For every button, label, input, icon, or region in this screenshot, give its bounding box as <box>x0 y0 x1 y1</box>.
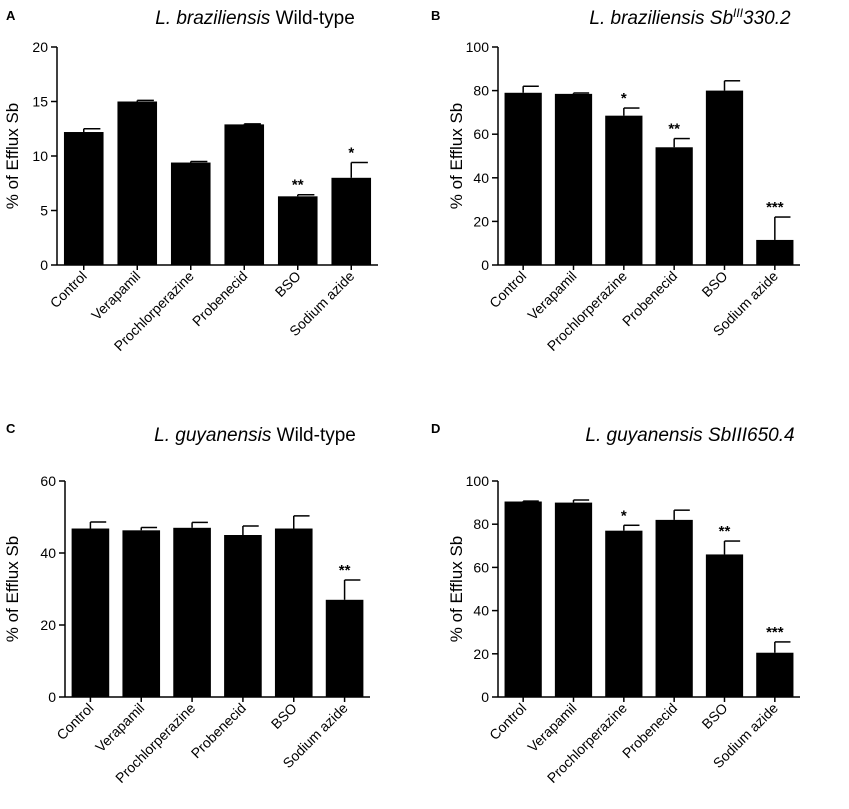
y-tick-label: 60 <box>473 559 489 575</box>
bar <box>63 132 104 265</box>
y-tick-label: 15 <box>32 94 48 110</box>
chart-title-part: 330.2 <box>743 8 791 29</box>
y-tick-label: 100 <box>466 473 490 489</box>
y-axis-label: % of Efflux Sb <box>447 536 466 642</box>
y-tick-label: 60 <box>40 473 56 489</box>
chart-title-part: L. braziliensis <box>589 8 705 29</box>
y-tick-label: 80 <box>473 516 489 532</box>
x-tick-label: Control <box>486 268 529 311</box>
x-tick-label: BSO <box>698 268 730 300</box>
y-axis-label: % of Efflux Sb <box>3 536 22 642</box>
chart-title: L. guyanensis SbIII650.4 <box>585 425 794 446</box>
bar <box>224 124 265 265</box>
bar <box>170 162 211 265</box>
bar <box>122 530 161 697</box>
y-tick-label: 20 <box>32 39 48 55</box>
x-tick-label: Probenecid <box>188 700 249 761</box>
bar <box>705 90 744 265</box>
significance-label: *** <box>766 199 784 216</box>
bar <box>756 239 794 265</box>
x-tick-label: Probenecid <box>189 268 250 329</box>
significance-label: *** <box>766 624 784 641</box>
chart-title: L. guyanensis Wild-type <box>154 425 356 446</box>
panel-b: B L. braziliensis SbIII330.2 0 20 40 60 80 100%… <box>431 6 800 354</box>
chart-title-part: Wild-type <box>270 8 354 29</box>
chart-title-part: SbIII650.4 <box>703 425 795 446</box>
y-tick-label: 0 <box>481 257 489 273</box>
x-tick-label: Probenecid <box>619 700 680 761</box>
bar <box>277 196 318 265</box>
y-tick-label: 10 <box>32 148 48 164</box>
bar <box>605 115 643 265</box>
y-tick-label: 0 <box>481 689 489 705</box>
bar <box>756 652 794 697</box>
chart-title: L. braziliensis Wild-type <box>155 8 355 29</box>
chart-title: L. braziliensis SbIII330.2 <box>589 6 791 29</box>
y-tick-label: 20 <box>40 617 56 633</box>
y-tick-label: 100 <box>466 39 490 55</box>
x-tick-label: BSO <box>698 700 730 732</box>
x-tick-label: Control <box>47 268 90 311</box>
y-tick-label: 80 <box>473 83 489 99</box>
y-tick-label: 40 <box>473 170 489 186</box>
panel-letter: A <box>6 8 16 23</box>
significance-label: ** <box>719 523 731 540</box>
significance-label: ** <box>339 562 351 579</box>
x-tick-label: Verapamil <box>88 268 143 323</box>
bar <box>705 554 744 697</box>
bar <box>224 535 262 697</box>
chart-title-part: III <box>733 6 744 20</box>
y-tick-label: 20 <box>473 646 489 662</box>
chart-title-part: L. braziliensis <box>155 8 271 29</box>
panel-letter: D <box>431 421 440 436</box>
bar <box>554 93 593 266</box>
panel-d: D L. guyanensis SbIII650.4 0 20 40 60 80 100 % o… <box>431 421 800 786</box>
panel-letter: C <box>6 421 16 436</box>
significance-label: * <box>348 145 354 162</box>
bar <box>504 92 542 265</box>
y-tick-label: 60 <box>473 126 489 142</box>
bar <box>655 147 693 265</box>
bar <box>331 177 372 265</box>
bar <box>117 101 158 265</box>
bar <box>554 502 593 697</box>
y-tick-label: 0 <box>48 689 56 705</box>
x-tick-label: Control <box>53 700 96 743</box>
bar <box>504 501 542 697</box>
bar <box>655 519 693 697</box>
panel-a: A L. braziliensis Wild-type 0 5 10 15 20 % of E… <box>3 8 378 354</box>
x-tick-label: Probenecid <box>619 268 680 329</box>
y-tick-label: 0 <box>40 257 48 273</box>
y-tick-label: 20 <box>473 213 489 229</box>
chart-title-part: L. guyanensis <box>154 425 272 446</box>
chart-title-part: L. guyanensis <box>585 425 703 446</box>
bar <box>274 528 313 697</box>
x-tick-label: Control <box>486 700 529 743</box>
x-tick-label: BSO <box>268 700 300 732</box>
significance-label: ** <box>292 177 304 194</box>
chart-title-part: Wild-type <box>271 425 355 446</box>
bar <box>325 599 364 697</box>
panel-c: C L. guyanensis Wild-type 0 20 40 60 % of Effl… <box>3 421 370 786</box>
y-axis-label: % of Efflux Sb <box>3 103 22 209</box>
bar <box>173 527 211 697</box>
significance-label: ** <box>668 121 680 138</box>
y-tick-label: 5 <box>40 203 48 219</box>
y-tick-label: 40 <box>473 603 489 619</box>
significance-label: * <box>621 90 627 107</box>
panel-letter: B <box>431 8 440 23</box>
y-tick-label: 40 <box>40 545 56 561</box>
x-tick-label: BSO <box>272 268 304 300</box>
y-axis-label: % of Efflux Sb <box>447 103 466 209</box>
bar <box>605 530 643 697</box>
bar <box>71 528 110 697</box>
chart-title-part: Sb <box>705 8 734 29</box>
significance-label: * <box>621 507 627 524</box>
